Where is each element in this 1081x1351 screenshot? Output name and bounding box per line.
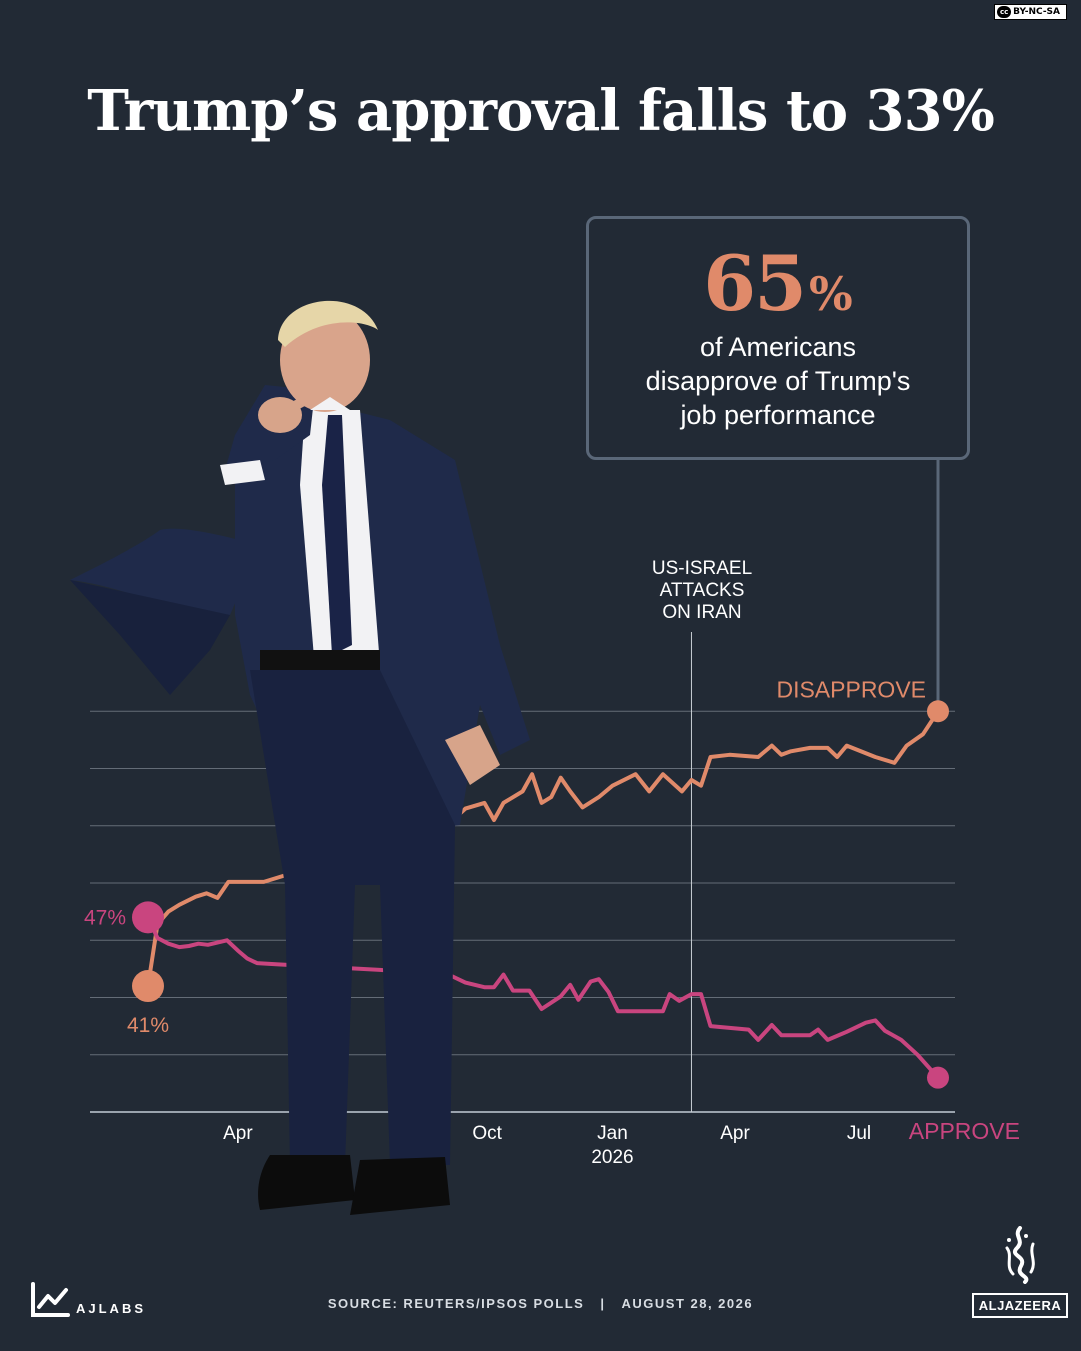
ajlabs-chart-logo-icon: [31, 1282, 70, 1317]
x-tick-label-0: Apr: [223, 1123, 253, 1144]
x-tick-label-3: Apr: [720, 1123, 750, 1144]
creative-commons-icon: cc: [997, 6, 1012, 18]
license-text: BY-NC-SA: [1013, 7, 1060, 17]
disapprove-start-label: 41%: [127, 1014, 169, 1037]
approve-series-line: [146, 915, 940, 1080]
event-line-2: ATTACKS: [659, 580, 745, 601]
x-tick-label-2: Jan: [597, 1123, 628, 1144]
callout-unit: %: [809, 267, 853, 321]
ajlabs-logo: AJLABS: [30, 1282, 146, 1318]
aljazeera-wordmark: ALJAZEERA: [972, 1293, 1068, 1318]
approve-series-label: APPROVE: [909, 1118, 1020, 1144]
source-text: SOURCE: REUTERS/IPSOS POLLS: [327, 1296, 585, 1311]
disapprove-series-line: [146, 709, 940, 988]
x-tick-sublabel-2: 2026: [591, 1147, 633, 1168]
approve-start-label: 47%: [84, 906, 126, 929]
disapprove-start-point: [132, 970, 164, 1003]
footer-source: SOURCE: REUTERS/IPSOS POLLS | AUGUST 28, 2…: [0, 1296, 1081, 1311]
event-line-1: US-ISRAEL: [651, 558, 753, 579]
x-tick-label-1: Oct: [472, 1123, 502, 1144]
aljazeera-logo: ALJAZEERA: [972, 1226, 1068, 1318]
license-badge: cc BY-NC-SA: [994, 4, 1067, 20]
date-text: AUGUST 28, 2026: [621, 1296, 754, 1311]
callout-value: 65%: [589, 239, 967, 328]
aljazeera-calligraphy-logo-icon: [1005, 1226, 1035, 1284]
callout-description: of Americans disapprove of Trump's job p…: [589, 330, 967, 432]
event-line-3: ON IRAN: [662, 602, 742, 623]
ajlabs-text: AJLABS: [76, 1301, 147, 1316]
callout-box: 65% of Americans disapprove of Trump's j…: [586, 216, 970, 460]
approve-end-point: [927, 1066, 949, 1089]
disapprove-end-point: [927, 700, 949, 723]
page-title: Trump’s approval falls to 33%: [87, 78, 995, 144]
event-annotation: US-ISRAEL ATTACKS ON IRAN: [632, 558, 772, 624]
callout-number: 65: [703, 239, 807, 328]
callout-line-1: of Americans: [699, 332, 857, 362]
callout-line-3: job performance: [680, 400, 876, 430]
x-tick-label-4: Jul: [847, 1123, 871, 1144]
trump-pointing-photo: [70, 300, 530, 1215]
disapprove-series-label: DISAPPROVE: [776, 676, 926, 702]
footer-separator: |: [600, 1296, 606, 1311]
approve-start-point: [132, 901, 164, 934]
callout-line-2: disapprove of Trump's: [645, 366, 911, 396]
